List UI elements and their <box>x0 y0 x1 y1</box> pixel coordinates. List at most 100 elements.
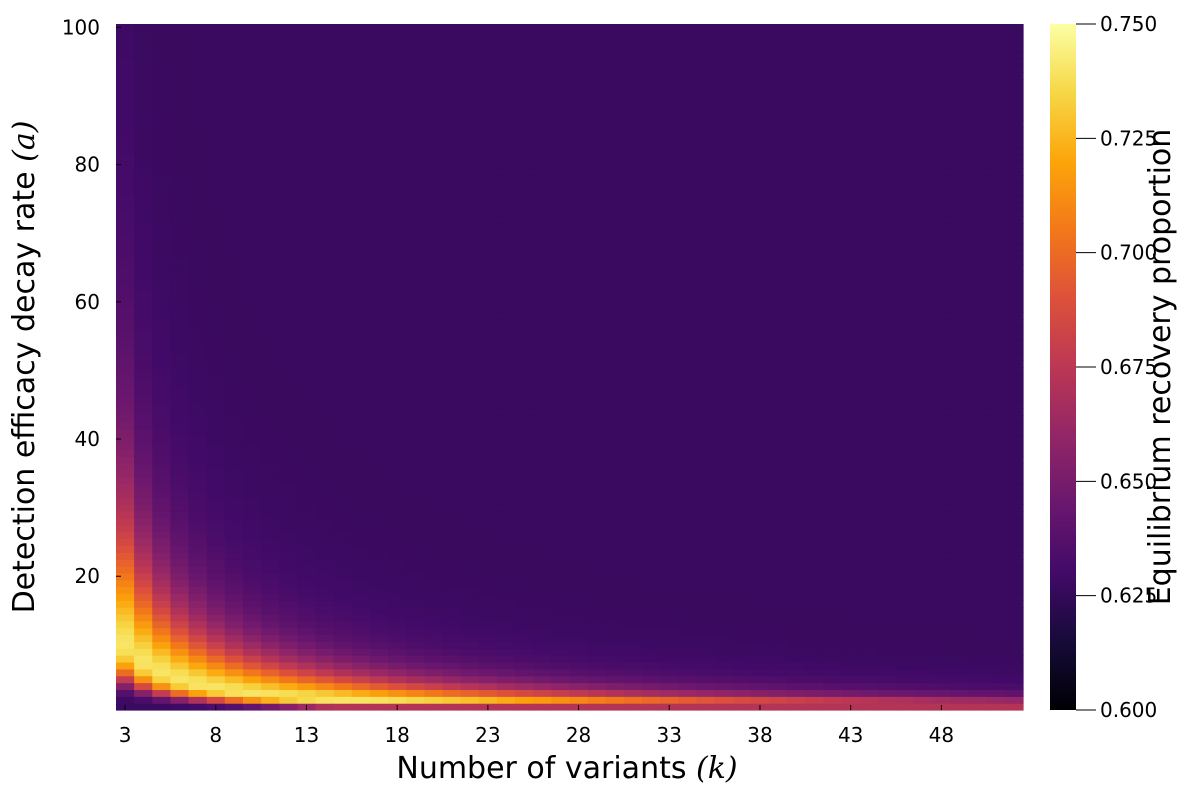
heatmap-cell <box>660 222 679 231</box>
heatmap-cell <box>515 511 534 519</box>
heatmap-cell <box>261 469 280 478</box>
heatmap-cell <box>932 415 952 423</box>
heatmap-cell <box>478 209 498 217</box>
heatmap-cell <box>968 332 988 341</box>
heatmap-cell <box>678 367 698 375</box>
heatmap-cell <box>351 305 371 313</box>
heatmap-cell <box>315 682 335 691</box>
heatmap-cell <box>515 188 534 197</box>
heatmap-cell <box>188 648 208 656</box>
heatmap-cell <box>896 511 915 519</box>
heatmap-cell <box>406 202 425 210</box>
heatmap-cell <box>134 353 153 361</box>
heatmap-cell <box>623 380 643 389</box>
heatmap-cell <box>406 613 425 622</box>
heatmap-cell <box>787 661 806 670</box>
heatmap-cell <box>968 154 988 162</box>
heatmap-cell <box>261 24 280 32</box>
heatmap-cell <box>152 559 172 567</box>
heatmap-cell <box>587 174 607 183</box>
heatmap-cell <box>152 284 172 293</box>
heatmap-cell <box>660 613 679 622</box>
heatmap-cell <box>968 586 988 594</box>
heatmap-cell <box>569 147 589 155</box>
heatmap-cell <box>424 675 444 684</box>
heatmap-cell <box>478 668 498 677</box>
heatmap-cell <box>351 490 371 498</box>
heatmap-cell <box>206 449 226 457</box>
heatmap-cell <box>642 634 661 642</box>
heatmap-cell <box>188 524 208 533</box>
heatmap-cell <box>188 229 208 238</box>
heatmap-cell <box>914 99 933 107</box>
heatmap-cell <box>877 408 897 416</box>
heatmap-cell <box>968 30 988 39</box>
heatmap-cell <box>1004 531 1024 540</box>
heatmap-cell <box>424 305 444 313</box>
heatmap-cell <box>170 85 190 94</box>
heatmap-cell <box>805 483 825 492</box>
heatmap-cell <box>551 298 571 306</box>
heatmap-cell <box>623 78 643 87</box>
heatmap-cell <box>242 65 262 73</box>
heatmap-cell <box>533 216 552 224</box>
heatmap-cell <box>986 449 1006 457</box>
heatmap-cell <box>769 202 788 210</box>
heatmap-cell <box>279 243 298 251</box>
heatmap-cell <box>188 58 208 66</box>
heatmap-cell <box>769 490 788 498</box>
heatmap-cell <box>279 367 298 375</box>
heatmap-cell <box>496 380 516 389</box>
heatmap-cell <box>1004 250 1024 258</box>
heatmap-cell <box>986 627 1006 636</box>
heatmap-cell <box>388 318 407 327</box>
heatmap-cell <box>533 332 552 341</box>
heatmap-cell <box>678 627 698 636</box>
heatmap-cell <box>696 380 716 389</box>
heatmap-cell <box>515 483 534 492</box>
heatmap-cell <box>660 325 679 334</box>
heatmap-cell <box>152 250 172 258</box>
heatmap-cell <box>841 44 861 53</box>
heatmap-cell <box>134 476 153 485</box>
heatmap-cell <box>569 627 589 636</box>
heatmap-cell <box>914 380 933 389</box>
heatmap-cell <box>134 360 153 368</box>
heatmap-cell <box>787 305 806 313</box>
heatmap-cell <box>242 497 262 505</box>
heatmap-cell <box>914 291 933 299</box>
heatmap-cell <box>841 188 861 197</box>
heatmap-cell <box>841 428 861 437</box>
heatmap-cell <box>1004 497 1024 505</box>
heatmap-cell <box>841 24 861 32</box>
heatmap-cell <box>460 579 480 588</box>
heatmap-cell <box>841 291 861 299</box>
heatmap-cell <box>623 264 643 272</box>
heatmap-cell <box>315 72 335 80</box>
heatmap-cell <box>914 44 933 53</box>
heatmap-cell <box>261 346 280 354</box>
heatmap-cell <box>605 51 625 59</box>
heatmap-cell <box>896 174 915 183</box>
heatmap-cell <box>369 24 389 32</box>
heatmap-cell <box>406 415 425 423</box>
heatmap-cell <box>424 380 444 389</box>
heatmap-cell <box>696 367 716 375</box>
heatmap-cell <box>224 661 244 670</box>
heatmap-cell <box>224 504 244 512</box>
heatmap-cell <box>388 648 407 656</box>
heatmap-cell <box>569 51 589 59</box>
heatmap-cell <box>805 559 825 567</box>
heatmap-cell <box>134 85 153 94</box>
heatmap-cell <box>968 483 988 492</box>
heatmap-cell <box>297 168 317 176</box>
heatmap-cell <box>224 442 244 450</box>
heatmap-cell <box>587 37 607 46</box>
heatmap-cell <box>442 675 462 684</box>
heatmap-cell <box>533 600 552 608</box>
heatmap-cell <box>406 641 425 649</box>
heatmap-cell <box>732 222 752 231</box>
heatmap-cell <box>986 332 1006 341</box>
heatmap-cell <box>369 188 389 197</box>
heatmap-cell <box>515 346 534 354</box>
